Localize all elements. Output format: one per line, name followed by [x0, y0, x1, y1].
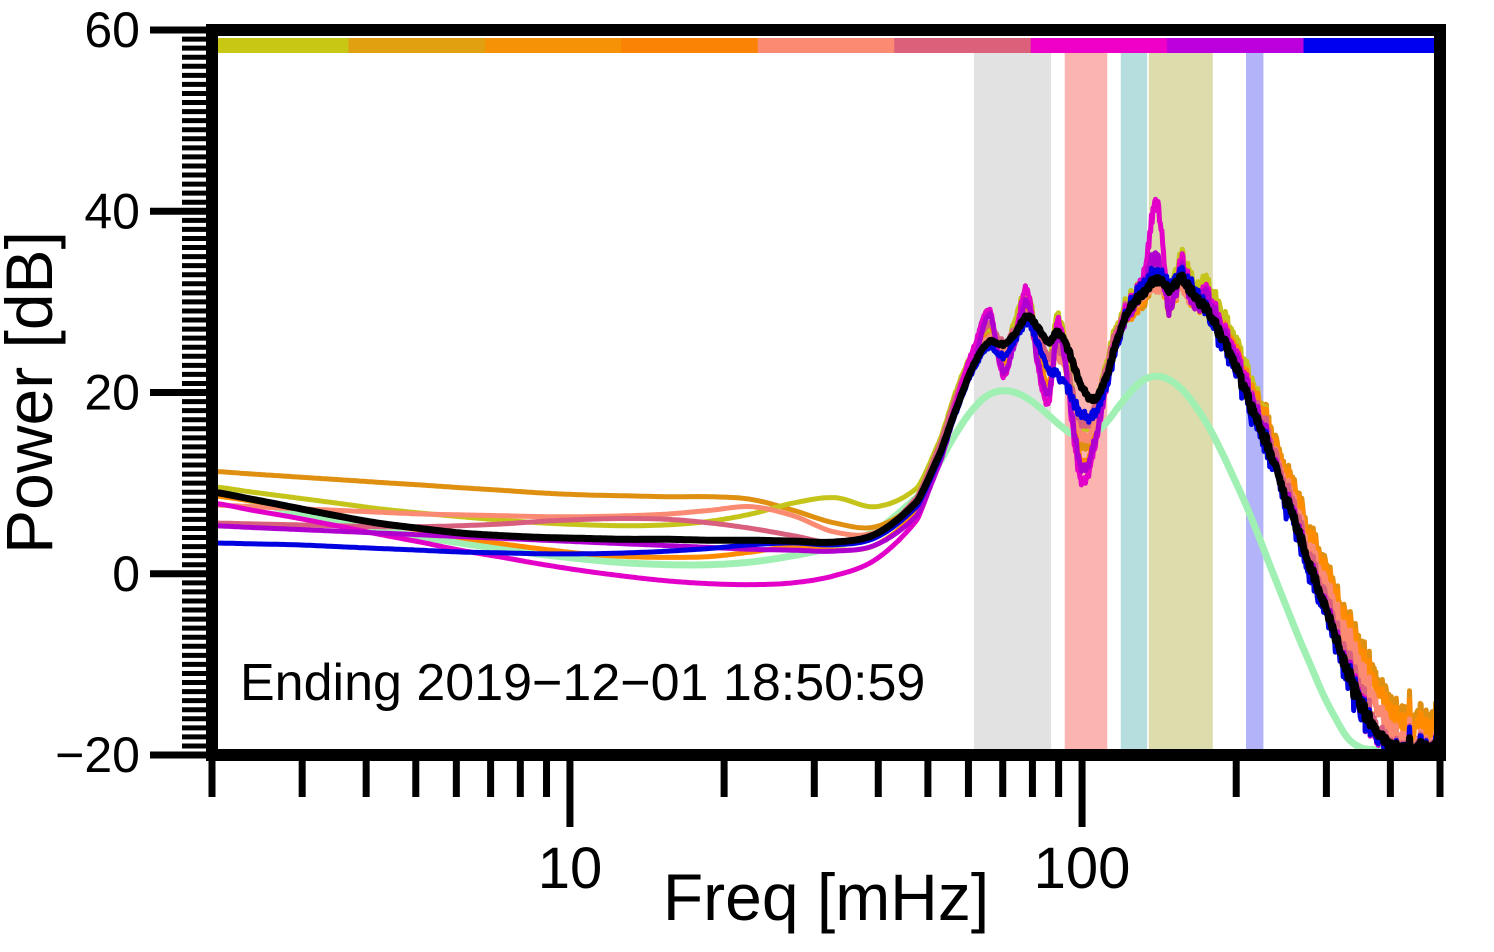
colorbar-segment-7: [1167, 38, 1305, 53]
clip-left: [0, 0, 212, 952]
band-khaki: [1148, 52, 1213, 755]
colorbar-segment-5: [894, 38, 1032, 53]
colorbar-segment-0: [212, 38, 350, 53]
y-tick-label: −20: [55, 727, 140, 783]
clip-right: [1441, 0, 1494, 952]
colorbar-segment-8: [1303, 38, 1441, 53]
series-mean: [208, 271, 1444, 755]
clip-bottom: [0, 756, 1494, 952]
y-tick-label: 40: [84, 183, 140, 239]
plot-frame: [206, 24, 1446, 761]
y-axis-title: Power [dB]: [0, 231, 66, 554]
x-tick-label: 100: [1034, 836, 1131, 901]
colorbar-segment-3: [621, 38, 759, 53]
colorbar-segment-6: [1030, 38, 1168, 53]
x-tick-label: 10: [538, 836, 603, 901]
plot-annotation: Ending 2019−12−01 18:50:59: [240, 654, 925, 712]
colorbar-segment-1: [348, 38, 486, 53]
plot-background: [212, 30, 1440, 755]
colorbar-segment-2: [484, 38, 622, 53]
x-axis-title: Freq [mHz]: [663, 860, 989, 934]
y-tick-label: 60: [84, 2, 140, 58]
colorbar-segment-4: [757, 38, 895, 53]
y-tick-label: 20: [84, 365, 140, 421]
y-tick-label: 0: [112, 546, 140, 602]
